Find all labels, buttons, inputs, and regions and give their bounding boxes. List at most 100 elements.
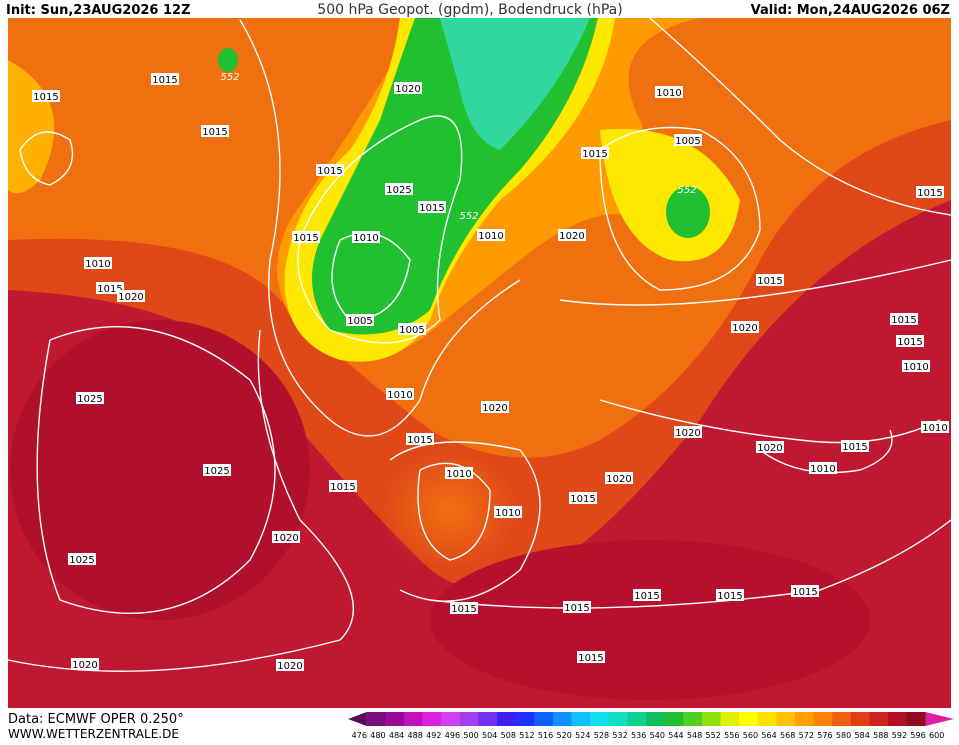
isobar-label: 1015 — [842, 442, 867, 453]
isobar-label: 1020 — [118, 292, 143, 303]
init-time: Init: Sun,23AUG2026 12Z — [6, 3, 191, 18]
label-box — [558, 229, 586, 241]
colorbar-swatch — [627, 712, 647, 726]
map-field — [8, 18, 951, 708]
label-box — [316, 164, 344, 176]
label-box — [655, 86, 683, 98]
colorbar-label: 496 — [445, 731, 460, 740]
colorbar-swatch — [813, 712, 833, 726]
label-box — [292, 231, 320, 243]
label-box — [756, 274, 784, 286]
label-box — [756, 441, 784, 453]
colorbar-swatch — [906, 712, 926, 726]
isobar-label: 1015 — [717, 591, 742, 602]
label-box — [494, 506, 522, 518]
label-box — [716, 589, 744, 601]
isobar-label: 1010 — [495, 508, 520, 519]
colorbar-label: 600 — [929, 731, 944, 740]
isobar-label: 1010 — [903, 362, 928, 373]
isobar-label: 1010 — [446, 469, 471, 480]
colorbar-label: 488 — [408, 731, 423, 740]
colorbar-swatch — [515, 712, 535, 726]
colorbar-swatch — [478, 712, 498, 726]
isobar-label: 1020 — [482, 403, 507, 414]
isobar-label: 1015 — [407, 435, 432, 446]
colorbar-label: 476 — [352, 731, 367, 740]
label-box — [346, 314, 374, 326]
colorbar-swatch — [459, 712, 479, 726]
label-box — [329, 480, 357, 492]
isobar-label: 1025 — [69, 555, 94, 566]
colorbar-swatch — [664, 712, 684, 726]
isobar-label: 1015 — [330, 482, 355, 493]
isobars — [7, 17, 952, 672]
isobar-label: 1020 — [675, 428, 700, 439]
isobar-label: 1015 — [419, 203, 444, 214]
colorbar-swatch — [701, 712, 721, 726]
isobar-label: 1010 — [656, 88, 681, 99]
label-box — [563, 601, 591, 613]
colorbar-swatch — [795, 712, 815, 726]
colorbar-swatch — [441, 712, 461, 726]
isobar-label: 1015 — [202, 127, 227, 138]
colorbar-swatch — [776, 712, 796, 726]
label-box — [71, 658, 99, 670]
isobar-label: 1025 — [77, 394, 102, 405]
colorbar: 476 480 484 488 492 496 500 504 508 512 516 520 524 5… — [348, 712, 954, 740]
label-box — [809, 462, 837, 474]
colorbar-label: 580 — [836, 731, 851, 740]
isobar-label: 552 — [220, 72, 239, 83]
colorbar-label: 512 — [519, 731, 534, 740]
isobar-label: 1010 — [353, 233, 378, 244]
isobar-label: 552 — [677, 185, 696, 196]
colorbar-label: 536 — [631, 731, 646, 740]
colorbar-swatch — [869, 712, 889, 726]
colorbar-label: 500 — [463, 731, 478, 740]
colorbar-label: 556 — [724, 731, 739, 740]
colorbar-swatch — [366, 712, 386, 726]
colorbar-swatch — [497, 712, 517, 726]
colorbar-label: 524 — [575, 731, 590, 740]
colorbar-swatch — [683, 712, 703, 726]
label-box — [68, 553, 96, 565]
colorbar-label: 492 — [426, 731, 441, 740]
colorbar-swatch — [571, 712, 591, 726]
label-box — [674, 134, 702, 146]
colorbar-swatch — [720, 712, 740, 726]
label-box — [203, 464, 231, 476]
isobar-label: 1005 — [675, 136, 700, 147]
isobar-label: 1015 — [757, 276, 782, 287]
isobar-label: 1015 — [293, 233, 318, 244]
label-box — [406, 433, 434, 445]
label-box — [276, 659, 304, 671]
colorbar-label: 576 — [817, 731, 832, 740]
colorbar-label: 584 — [855, 731, 870, 740]
colorbar-label: 484 — [389, 731, 404, 740]
colorbar-label: 544 — [668, 731, 683, 740]
colorbar-arrow — [348, 712, 367, 726]
label-box — [386, 388, 414, 400]
colorbar-label: 548 — [687, 731, 702, 740]
isobar-label: 1015 — [582, 149, 607, 160]
isobar-label: 1015 — [917, 188, 942, 199]
colorbar-swatch — [403, 712, 423, 726]
colorbar-label: 592 — [892, 731, 907, 740]
colorbar-label: 532 — [612, 731, 627, 740]
isobar-label: 1020 — [72, 660, 97, 671]
colorbar-label: 520 — [557, 731, 572, 740]
colorbar-label: 560 — [743, 731, 758, 740]
colorbar-label: 508 — [501, 731, 516, 740]
colorbar-swatch — [850, 712, 870, 726]
colorbar-swatch — [646, 712, 666, 726]
label-box — [151, 73, 179, 85]
label-box — [902, 360, 930, 372]
isobar-label: 1025 — [204, 466, 229, 477]
label-box — [477, 229, 505, 241]
isobar-label: 1020 — [757, 443, 782, 454]
label-box — [352, 231, 380, 243]
isobar-label: 1015 — [570, 494, 595, 505]
colorbar-label: 552 — [706, 731, 721, 740]
colorbar-label: 568 — [780, 731, 795, 740]
